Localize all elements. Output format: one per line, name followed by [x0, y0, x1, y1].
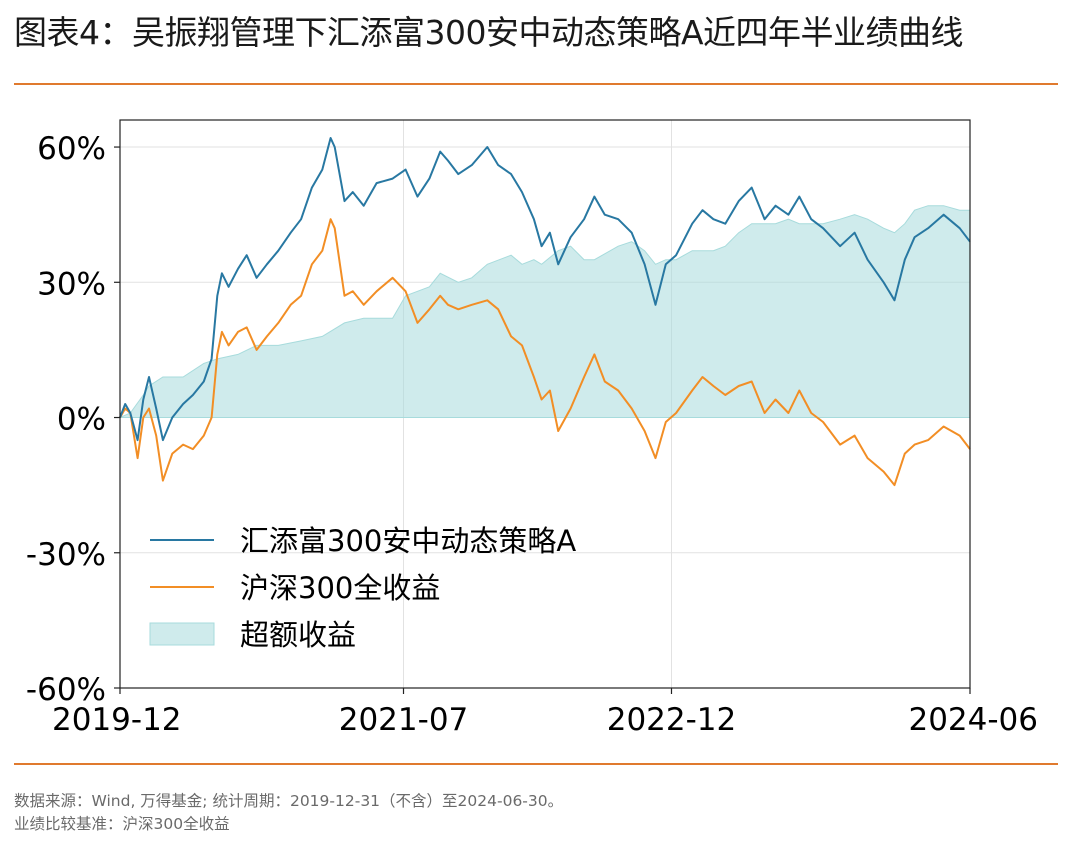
legend-label: 超额收益: [240, 618, 356, 652]
page-title: 图表4：吴振翔管理下汇添富300安中动态策略A近四年半业绩曲线: [14, 13, 964, 52]
footer-divider: [14, 763, 1058, 765]
y-tick-label: -60%: [26, 672, 106, 708]
legend-label: 沪深300全收益: [240, 571, 440, 605]
x-tick-label: 2024-06: [908, 702, 1038, 738]
y-tick-label: 0%: [57, 402, 106, 438]
y-tick-label: 30%: [37, 266, 106, 302]
y-tick-label: 60%: [37, 131, 106, 167]
fund-line: [119, 137, 971, 442]
performance-chart: 60% 30% 0% -30% -60%2019-12 2021-07 2022-12 202…: [26, 119, 1038, 738]
footnotes: 数据来源：Wind, 万得基金; 统计周期：2019-12-31（不含）至202…: [14, 790, 563, 836]
plot-frame: [119, 119, 971, 689]
excess-return-area: [119, 205, 971, 418]
x-tick-label: 2019-12: [52, 702, 182, 738]
x-tick-label: 2022-12: [607, 702, 737, 738]
title-divider: [14, 83, 1058, 85]
legend-label: 汇添富300安中动态策略A: [240, 524, 576, 558]
area-layer: [119, 205, 971, 418]
source-note: 数据来源：Wind, 万得基金; 统计周期：2019-12-31（不含）至202…: [14, 792, 564, 810]
axis-layer: 60% 30% 0% -30% -60%2019-12 2021-07 2022-12 202…: [26, 131, 1038, 738]
benchmark-note: 业绩比较基准：沪深300全收益: [14, 815, 230, 833]
legend-swatch: [149, 622, 215, 646]
benchmark-line: [119, 218, 971, 487]
line-layer: [119, 137, 971, 487]
x-tick-label: 2021-07: [339, 702, 469, 738]
y-tick-label: -30%: [26, 537, 106, 573]
